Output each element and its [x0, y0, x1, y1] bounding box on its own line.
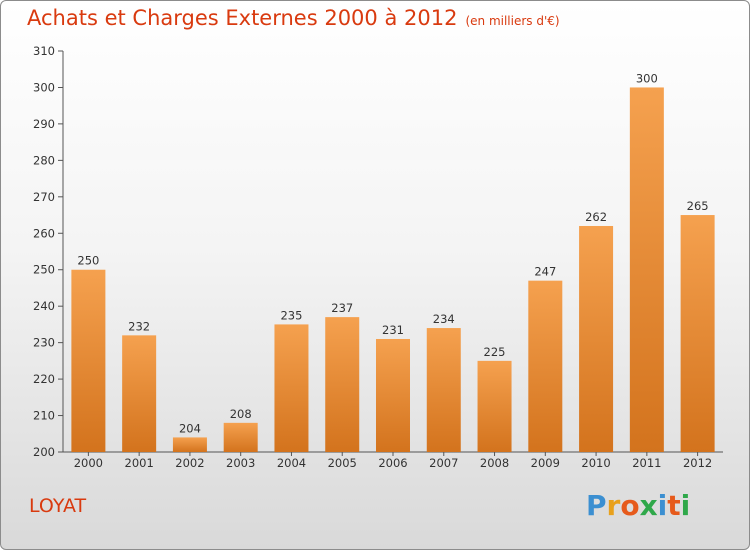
- x-tick-label: 2010: [581, 456, 610, 470]
- x-tick-label: 2009: [531, 456, 560, 470]
- bar-value-label: 208: [230, 407, 252, 421]
- x-tick-label: 2008: [480, 456, 509, 470]
- commune-name: LOYAT: [29, 495, 87, 517]
- bar-value-label: 262: [585, 210, 607, 224]
- y-tick-label: 270: [33, 190, 55, 204]
- y-tick-label: 300: [33, 80, 55, 94]
- chart-title: Achats et Charges Externes 2000 à 2012: [27, 6, 458, 30]
- bar-value-label: 234: [433, 312, 455, 326]
- x-tick-label: 2002: [175, 456, 204, 470]
- y-tick-label: 250: [33, 263, 55, 277]
- bar-value-label: 300: [636, 71, 658, 85]
- x-tick-label: 2001: [125, 456, 154, 470]
- bar: [680, 215, 715, 452]
- bar: [426, 328, 461, 452]
- x-tick-label: 2007: [429, 456, 458, 470]
- y-tick-label: 310: [33, 44, 55, 58]
- bar: [71, 269, 106, 452]
- bar-value-label: 232: [128, 319, 150, 333]
- bar-value-label: 225: [484, 345, 506, 359]
- logo-letter: r: [606, 489, 621, 522]
- x-tick-label: 2006: [378, 456, 407, 470]
- bar-value-label: 235: [280, 308, 302, 322]
- y-tick-label: 220: [33, 372, 55, 386]
- bar: [274, 324, 309, 452]
- y-tick-label: 260: [33, 226, 55, 240]
- bar-value-label: 250: [77, 254, 99, 268]
- y-tick-label: 230: [33, 336, 55, 350]
- x-tick-label: 2004: [277, 456, 306, 470]
- x-tick-label: 2003: [226, 456, 255, 470]
- x-tick-label: 2011: [632, 456, 661, 470]
- x-tick-label: 2000: [74, 456, 103, 470]
- y-tick-label: 240: [33, 299, 55, 313]
- y-tick-label: 280: [33, 153, 55, 167]
- proxiti-logo: Proxiti: [586, 489, 690, 522]
- bar-value-label: 265: [687, 199, 709, 213]
- logo-letter: t: [667, 489, 681, 522]
- bar: [629, 87, 664, 453]
- logo-letter: x: [639, 489, 658, 522]
- logo-letter: o: [620, 489, 640, 522]
- logo-letter: P: [586, 489, 607, 522]
- bar-value-label: 231: [382, 323, 404, 337]
- bar: [579, 225, 614, 452]
- y-tick-label: 200: [33, 445, 55, 459]
- bar: [223, 422, 258, 452]
- bar-value-label: 237: [331, 301, 353, 315]
- bar: [528, 280, 563, 452]
- y-tick-label: 290: [33, 117, 55, 131]
- x-tick-label: 2012: [683, 456, 712, 470]
- bar: [172, 437, 207, 452]
- bar-value-label: 247: [534, 265, 556, 279]
- bar: [376, 338, 410, 452]
- y-tick-label: 210: [33, 409, 55, 423]
- bar: [477, 360, 512, 452]
- bar: [122, 335, 157, 452]
- logo-letter: i: [680, 489, 691, 522]
- bar-value-label: 204: [179, 421, 201, 435]
- chart-unit-note: (en milliers d'€): [465, 14, 560, 28]
- chart-title-block: Achats et Charges Externes 2000 à 2012 (e…: [27, 6, 560, 30]
- logo-letter: i: [657, 489, 668, 522]
- bar: [325, 317, 360, 452]
- x-tick-label: 2005: [328, 456, 357, 470]
